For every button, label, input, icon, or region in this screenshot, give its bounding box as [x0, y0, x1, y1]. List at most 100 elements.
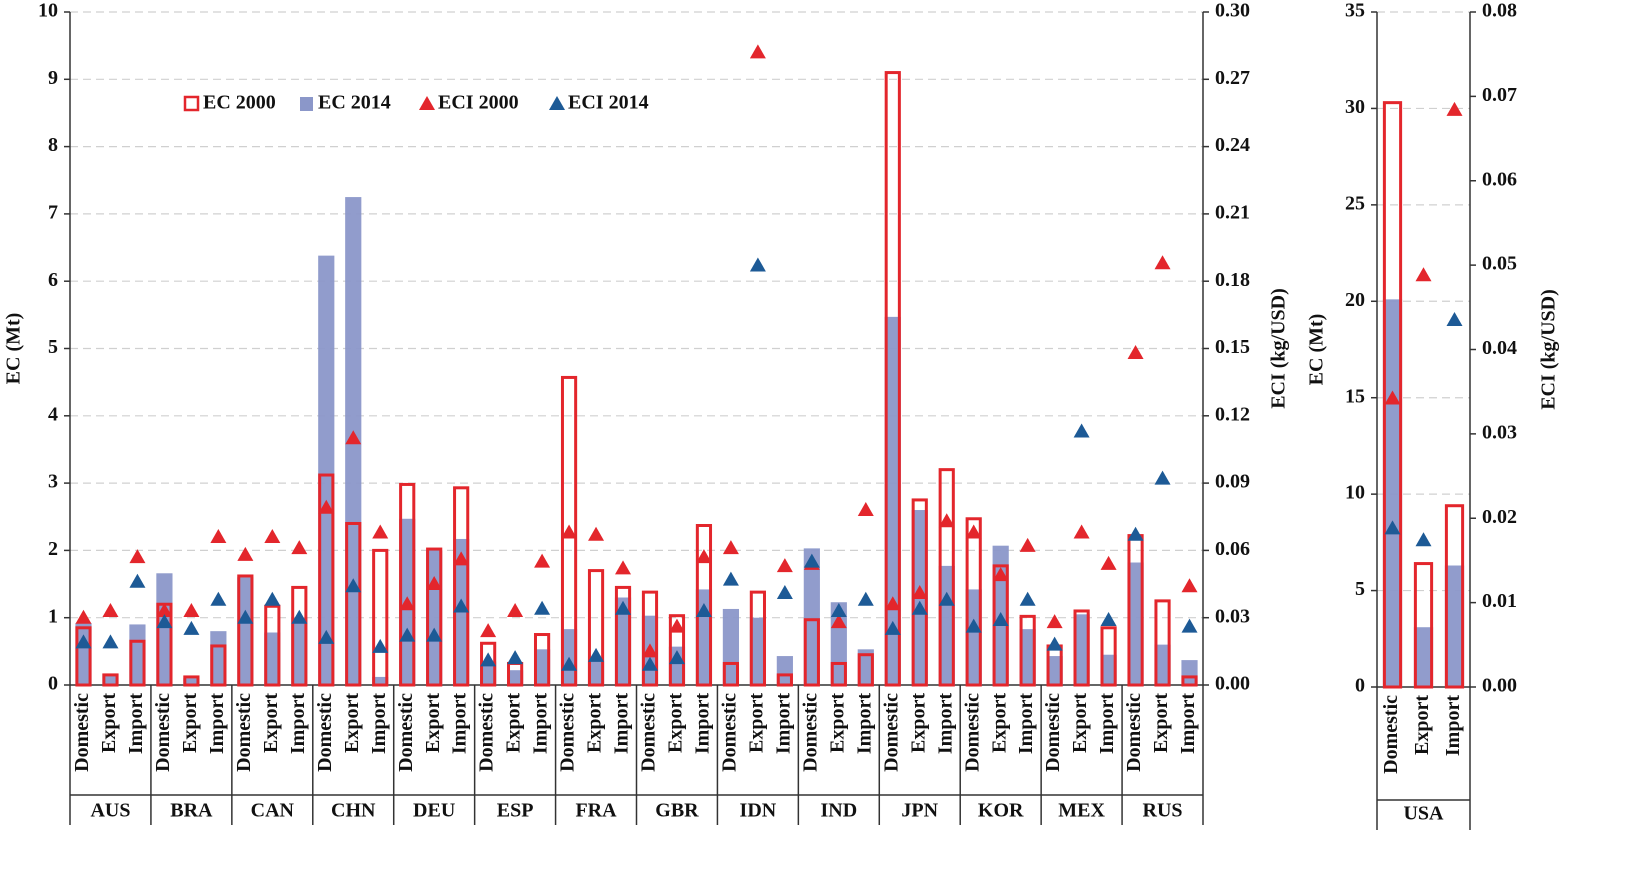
triangle-marker [588, 647, 605, 662]
triangle-marker [776, 585, 793, 600]
triangle-marker [1446, 101, 1463, 116]
x-tick-label: Domestic [1123, 693, 1145, 772]
triangle-marker [372, 638, 389, 653]
triangle-marker [507, 650, 524, 665]
triangle-marker [911, 585, 928, 600]
bar [533, 649, 551, 685]
y-axis-label: EC (Mt) [3, 313, 25, 385]
triangle-marker [129, 549, 146, 564]
bar-outline [237, 574, 254, 687]
y2-tick-label: 0.03 [1482, 421, 1517, 443]
y2-tick-label: 0.05 [1482, 253, 1517, 275]
bar-outline [102, 673, 119, 687]
bar [372, 676, 389, 685]
triangle-marker [668, 650, 685, 665]
bar-outline [587, 569, 605, 687]
triangle-marker [965, 618, 982, 633]
y2-axis-label: ECI (kg/USD) [1538, 289, 1560, 410]
y2-tick-label: 0.04 [1482, 337, 1517, 359]
bar [1181, 660, 1198, 685]
triangle-marker [1073, 524, 1090, 539]
y2-tick-label: 0.06 [1215, 538, 1250, 560]
bar-outline [614, 585, 632, 687]
legend-swatch [549, 96, 565, 110]
legend-label: ECI 2014 [568, 92, 649, 114]
x-tick-label: Import [449, 693, 471, 754]
bar [156, 573, 173, 685]
triangle-marker [291, 609, 308, 624]
triangle-marker [534, 600, 551, 615]
y-tick-label: 4 [48, 403, 58, 425]
x-tick-label: Export [584, 693, 606, 753]
legend-label: EC 2000 [203, 92, 276, 114]
bar [749, 617, 766, 685]
group-label: DEU [413, 800, 455, 822]
group-label: FRA [575, 800, 617, 822]
bar [587, 661, 605, 685]
x-tick-label: Export [260, 693, 282, 753]
triangle-marker [938, 591, 955, 606]
x-tick-label: Import [206, 693, 228, 754]
x-tick-label: Import [125, 693, 147, 754]
x-tick-label: Export [503, 693, 525, 753]
y-tick-label: 0 [48, 673, 58, 695]
y-tick-label: 10 [38, 0, 58, 22]
triangle-marker [641, 643, 658, 658]
triangle-marker [803, 553, 820, 568]
bar-outline [776, 673, 793, 687]
y-tick-label: 7 [48, 201, 58, 223]
bar [264, 632, 281, 685]
x-tick-label: Export [826, 693, 848, 753]
bar [965, 589, 982, 685]
triangle-marker [722, 571, 739, 586]
triangle-marker [749, 257, 766, 272]
x-tick-label: Import [1177, 693, 1199, 754]
bar-outline [129, 639, 146, 687]
triangle-marker [183, 602, 200, 617]
bar [1382, 299, 1403, 687]
x-tick-label: Export [341, 693, 363, 753]
bar [102, 673, 119, 685]
triangle-marker [911, 600, 928, 615]
triangle-marker [668, 618, 685, 633]
bar [318, 255, 335, 685]
group-label: MEX [1058, 800, 1105, 822]
group-label: IND [820, 800, 857, 822]
triangle-marker [884, 620, 901, 635]
bar-outline [695, 523, 713, 687]
triangle-marker [345, 430, 362, 445]
triangle-marker [1415, 532, 1432, 547]
x-tick-label: Export [988, 693, 1010, 753]
triangle-marker [1073, 423, 1090, 438]
triangle-marker [102, 602, 119, 617]
x-tick-label: Domestic [233, 693, 255, 772]
x-tick-label: Domestic [961, 693, 983, 772]
bar [938, 565, 955, 685]
bar-outline [803, 618, 820, 687]
bar-outline [372, 548, 389, 687]
bar-outline [75, 626, 92, 687]
bar [1073, 614, 1090, 685]
legend-swatch [300, 97, 313, 111]
x-tick-label: Import [934, 693, 956, 754]
triangle-marker [1415, 267, 1432, 282]
triangle-marker [695, 549, 712, 564]
x-tick-label: Import [287, 693, 309, 754]
triangle-marker [102, 634, 119, 649]
bar-outline [668, 614, 686, 687]
triangle-marker [534, 553, 551, 568]
triangle-marker [641, 656, 658, 671]
triangle-marker [965, 524, 982, 539]
x-tick-label: Domestic [152, 693, 174, 772]
y-tick-label: 0 [1355, 675, 1365, 697]
y-tick-label: 5 [1355, 578, 1365, 600]
bar [237, 577, 254, 685]
legend-swatch [183, 95, 200, 112]
y2-tick-label: 0.08 [1482, 0, 1517, 22]
y-tick-label: 2 [48, 538, 58, 560]
bar [668, 646, 686, 685]
triangle-marker [1446, 311, 1463, 326]
x-tick-label: Export [1150, 693, 1172, 753]
bar-outline [884, 71, 901, 687]
